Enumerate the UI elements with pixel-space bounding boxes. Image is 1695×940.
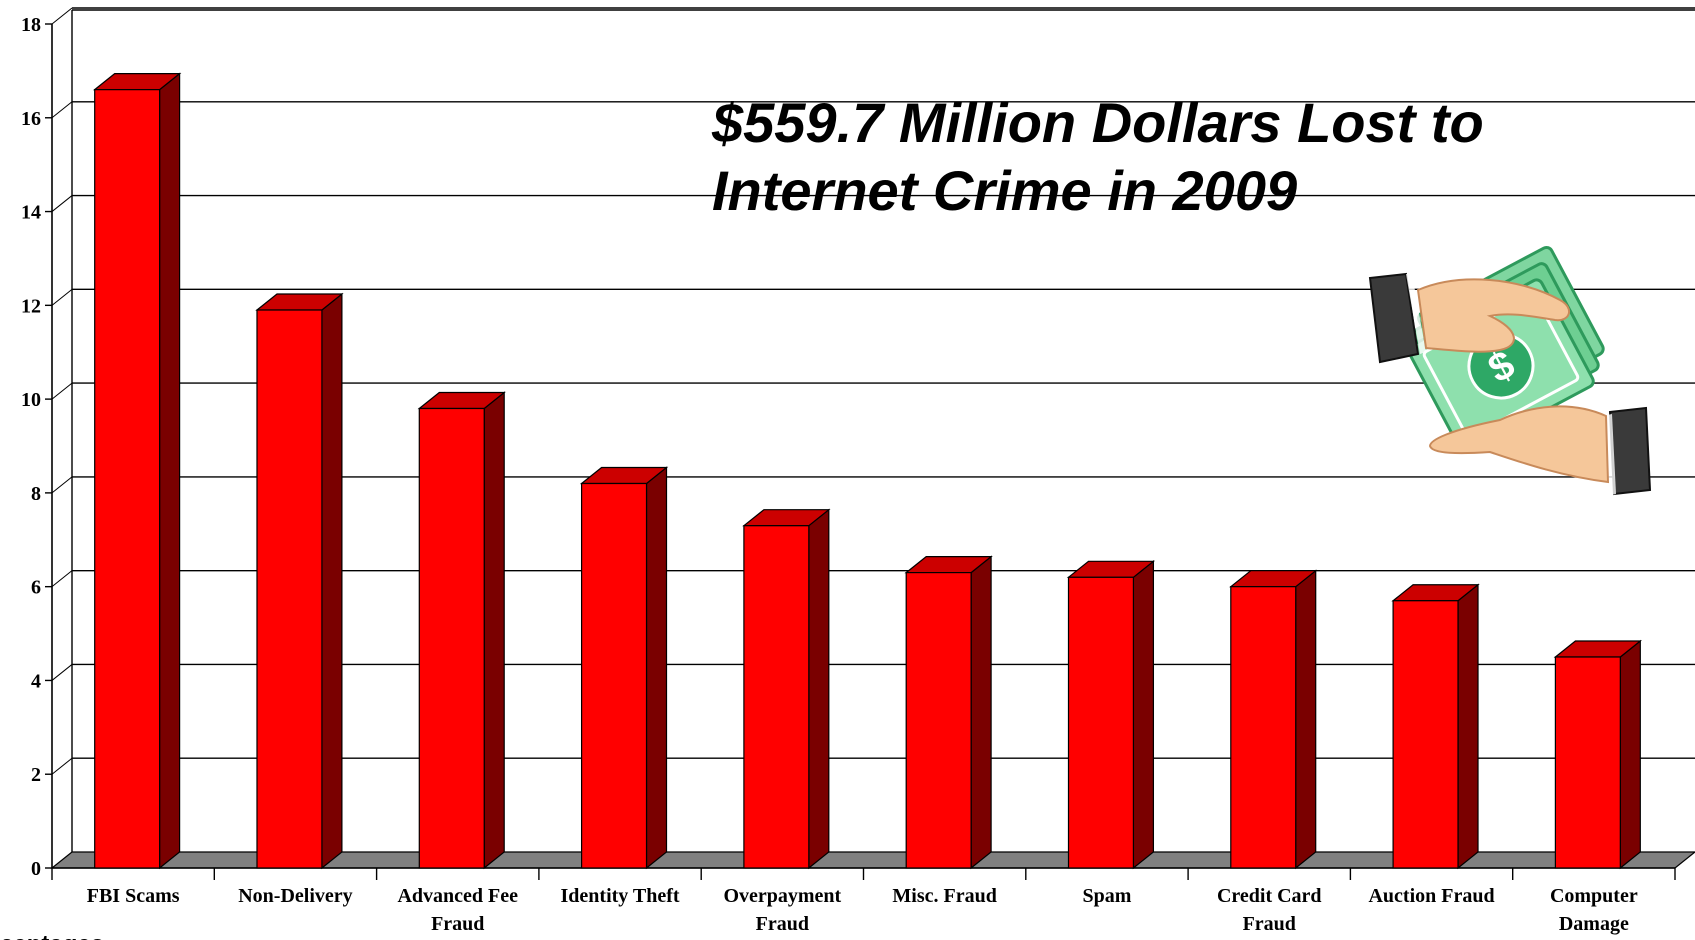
y-tick-label: 2 xyxy=(31,764,41,786)
x-tick-label: Computer xyxy=(1550,885,1638,907)
y-tick-label: 6 xyxy=(31,577,41,599)
y-tick-label: 12 xyxy=(21,295,41,317)
bar-side xyxy=(970,555,992,870)
bar-side xyxy=(483,391,505,870)
y-tick-label: 8 xyxy=(31,483,41,505)
footnote-text: centages xyxy=(0,931,104,940)
gridline-diagonal xyxy=(51,288,73,306)
bar-front xyxy=(1230,586,1297,869)
y-tick-label: 4 xyxy=(31,670,41,692)
bar-front xyxy=(1067,576,1135,869)
x-tick-label: Misc. Fraud xyxy=(892,885,996,907)
y-tick-label: 18 xyxy=(21,14,41,36)
x-tick-label: Fraud xyxy=(756,913,809,935)
gridline-diagonal xyxy=(51,664,73,681)
bar xyxy=(904,555,993,870)
gridline-diagonal xyxy=(51,195,73,212)
annotation-line-2: Internet Crime in 2009 xyxy=(712,159,1297,222)
bar-front xyxy=(1554,656,1621,869)
x-tick-label: Overpayment xyxy=(723,885,841,907)
bar-front xyxy=(418,407,485,869)
bar-side xyxy=(1457,583,1479,870)
bars xyxy=(92,72,1643,870)
bar-side xyxy=(1619,639,1641,870)
bar-front xyxy=(580,482,648,869)
x-tick-label: Credit Card xyxy=(1217,885,1322,907)
bar-side xyxy=(1132,560,1155,870)
x-tick-label: Spam xyxy=(1082,885,1131,907)
x-tick-label: Advanced Fee xyxy=(397,885,518,907)
bar-side xyxy=(645,466,668,870)
bar-front xyxy=(743,525,810,869)
hands-exchanging-money-icon: $ xyxy=(1368,245,1652,496)
x-tick-label: FBI Scams xyxy=(87,885,180,907)
bar xyxy=(417,391,506,870)
bar xyxy=(255,292,344,870)
bar xyxy=(742,508,831,870)
gridline-diagonal xyxy=(51,7,73,25)
bar-side xyxy=(1295,569,1317,870)
gridline-diagonal xyxy=(51,476,73,494)
gridline-diagonal xyxy=(51,101,73,119)
x-tick-label: Fraud xyxy=(431,913,484,935)
bar-side xyxy=(321,292,343,870)
bar-front xyxy=(94,89,161,869)
y-tick-label: 16 xyxy=(21,108,41,130)
bar xyxy=(579,466,669,870)
y-tick-label: 0 xyxy=(31,858,41,880)
bar-front xyxy=(256,309,323,869)
bar xyxy=(1066,560,1156,870)
x-tick-label: Identity Theft xyxy=(561,885,680,907)
bar xyxy=(1553,639,1643,870)
bar-front xyxy=(905,571,972,869)
x-tick-label: Auction Fraud xyxy=(1368,885,1494,907)
bar xyxy=(1391,583,1480,870)
y-tick-label: 10 xyxy=(21,389,41,411)
gridline-diagonal xyxy=(51,757,73,775)
category-labels: FBI Scams Non-Delivery Advanced Fee Fraud Id… xyxy=(87,885,1638,935)
annotation-line-1: $559.7 Million Dollars Lost to xyxy=(711,91,1484,154)
x-tick-label: Non-Delivery xyxy=(238,885,352,907)
bar-side xyxy=(159,72,181,870)
bar xyxy=(92,72,182,870)
bar-front xyxy=(1392,600,1459,869)
x-tick-label: Damage xyxy=(1559,913,1629,935)
gridline-diagonal xyxy=(51,382,73,400)
x-tick-label: Fraud xyxy=(1243,913,1296,935)
gridline-diagonal xyxy=(51,570,73,588)
y-tick-label: 14 xyxy=(21,202,41,224)
bar xyxy=(1229,569,1318,870)
bar-side xyxy=(808,508,830,870)
